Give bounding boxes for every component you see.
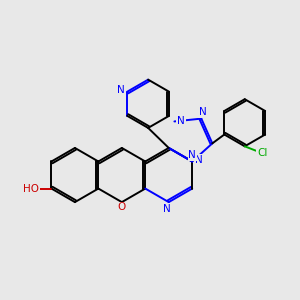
Text: HO: HO: [23, 184, 39, 194]
Text: Cl: Cl: [257, 148, 268, 158]
Text: N: N: [164, 204, 171, 214]
Text: N: N: [188, 150, 196, 160]
Text: N: N: [195, 155, 203, 165]
Text: N: N: [118, 85, 125, 95]
Text: O: O: [118, 202, 126, 212]
Text: N: N: [177, 116, 185, 126]
Text: N: N: [199, 107, 207, 117]
